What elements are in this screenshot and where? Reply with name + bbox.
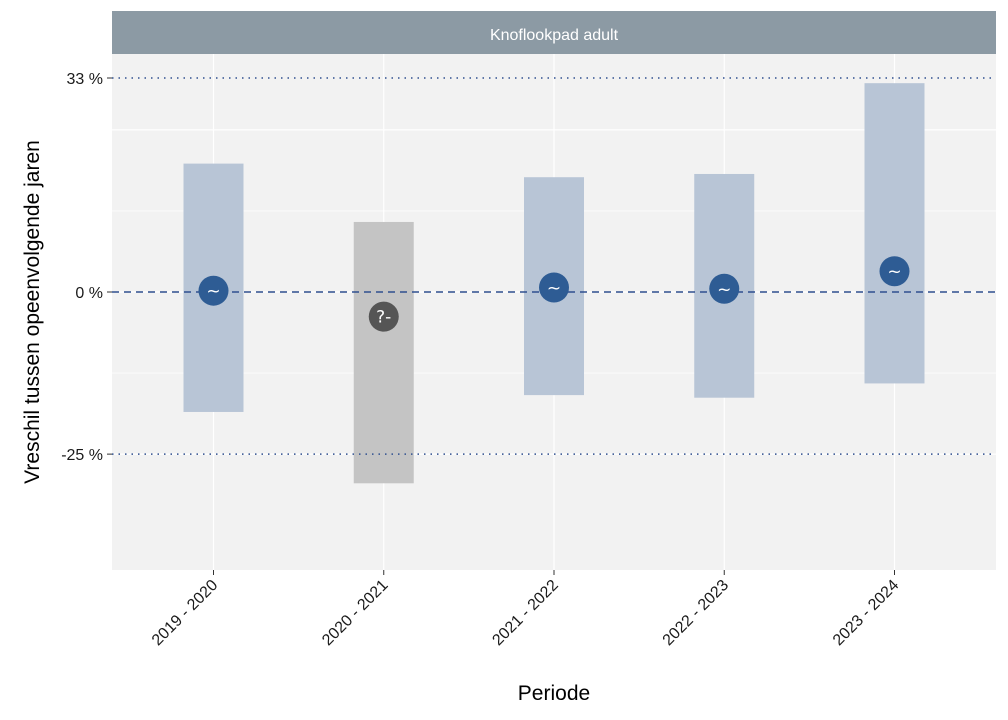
estimate-point: [709, 273, 740, 304]
estimate-symbol: ~: [887, 262, 901, 282]
estimate-point: [539, 272, 569, 303]
y-axis-title: Vreschil tussen opeenvolgende jaren: [21, 140, 44, 484]
y-tick-label: -25 %: [61, 447, 103, 464]
x-tick-label: 2023 - 2024: [830, 577, 902, 649]
estimate-symbol: ~: [547, 278, 561, 298]
x-axis-title: Periode: [518, 682, 590, 705]
interval-bar: [864, 83, 925, 384]
x-tick-label: 2021 - 2022: [489, 577, 561, 649]
x-axis: 2019 - 2020 2020 - 2021 2021 - 2022 2022 - …: [149, 570, 902, 649]
y-axis: -25 % 0 % 33 %: [61, 71, 112, 464]
x-tick-label: 2022 - 2023: [660, 577, 732, 649]
estimate-points: ~ ?- ~ ~ ~: [198, 256, 910, 332]
estimate-point: [368, 301, 399, 332]
y-tick-label: 0 %: [75, 285, 103, 302]
panel-title: Knoflookpad adult: [490, 27, 619, 44]
estimate-symbol: ~: [206, 282, 220, 302]
reference-lines: [112, 77, 996, 455]
strip-background: [112, 11, 996, 54]
estimate-symbol: ?-: [376, 308, 391, 328]
x-tick-label: 2020 - 2021: [319, 577, 391, 649]
estimate-symbol: ~: [717, 280, 731, 300]
interval-bar: [353, 221, 414, 484]
estimate-point: [879, 256, 910, 287]
x-tick-label: 2019 - 2020: [149, 577, 221, 649]
estimate-point: [198, 275, 229, 306]
y-tick-label: 33 %: [67, 71, 103, 88]
